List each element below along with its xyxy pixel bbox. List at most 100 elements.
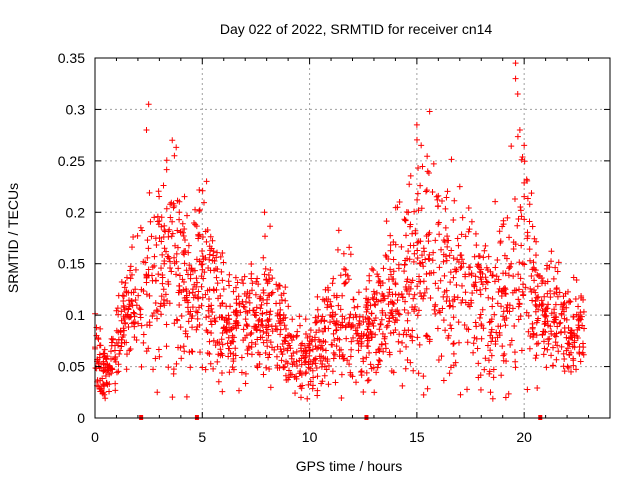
data-point	[152, 235, 159, 242]
data-point	[296, 313, 303, 320]
data-point	[523, 309, 530, 316]
data-point	[411, 291, 418, 298]
data-point	[375, 361, 382, 368]
data-point	[167, 264, 174, 271]
data-point	[532, 252, 539, 259]
data-point	[220, 259, 227, 266]
data-point	[368, 365, 375, 372]
data-point	[498, 293, 505, 300]
data-point	[144, 254, 151, 261]
data-point	[521, 179, 528, 186]
data-point	[420, 373, 427, 380]
data-point	[420, 245, 427, 252]
data-point	[242, 308, 249, 315]
data-point	[137, 306, 144, 313]
data-point	[450, 314, 457, 321]
data-point	[254, 336, 261, 343]
data-point	[482, 355, 489, 362]
data-point	[203, 178, 210, 185]
data-point	[547, 323, 554, 330]
data-point	[213, 286, 220, 293]
data-point	[404, 287, 411, 294]
data-point	[552, 301, 559, 308]
x-tick-label: 0	[91, 429, 99, 445]
data-point	[508, 143, 515, 150]
data-point	[418, 142, 425, 149]
data-point	[422, 188, 429, 195]
data-point	[348, 346, 355, 353]
data-point	[172, 242, 179, 249]
data-point	[230, 350, 237, 357]
data-point	[330, 330, 337, 337]
data-point	[267, 308, 274, 315]
data-point	[186, 262, 193, 269]
data-point	[112, 353, 119, 360]
data-point	[315, 336, 322, 343]
data-point	[503, 315, 510, 322]
data-point	[440, 258, 447, 265]
data-point	[209, 237, 216, 244]
data-point	[488, 326, 495, 333]
data-point	[350, 334, 357, 341]
data-point	[303, 369, 310, 376]
data-point	[447, 302, 454, 309]
data-point	[525, 328, 532, 335]
data-point	[533, 303, 540, 310]
data-point	[282, 325, 289, 332]
data-point	[145, 266, 152, 273]
data-point	[543, 364, 550, 371]
data-point	[300, 348, 307, 355]
data-point	[455, 242, 462, 249]
data-point	[477, 269, 484, 276]
data-point	[249, 280, 256, 287]
data-point	[502, 270, 509, 277]
data-point	[185, 318, 192, 325]
data-point	[219, 352, 226, 359]
data-point	[441, 272, 448, 279]
data-point	[298, 355, 305, 362]
data-point	[264, 280, 271, 287]
data-point	[426, 336, 433, 343]
data-point	[109, 335, 116, 342]
data-point	[115, 342, 122, 349]
data-point	[189, 324, 196, 331]
data-point	[178, 312, 185, 319]
data-point	[480, 254, 487, 261]
data-point	[456, 339, 462, 346]
data-point	[327, 311, 334, 318]
data-point	[108, 342, 115, 349]
data-point	[137, 224, 144, 231]
y-tick-label: 0.35	[58, 50, 85, 66]
data-point	[558, 310, 565, 317]
data-point	[407, 285, 414, 292]
data-point	[157, 303, 164, 310]
data-point	[473, 242, 480, 249]
data-point	[113, 307, 120, 314]
data-point	[409, 327, 416, 334]
data-point	[169, 137, 176, 144]
data-point	[472, 230, 479, 237]
data-point	[506, 302, 513, 309]
data-point	[501, 284, 508, 291]
data-point	[347, 353, 354, 360]
data-point	[143, 291, 150, 298]
data-point	[531, 235, 538, 242]
data-point	[274, 285, 281, 292]
data-point	[423, 332, 430, 339]
data-point	[98, 364, 105, 371]
data-point	[532, 289, 539, 296]
data-point	[154, 389, 161, 396]
data-point	[130, 319, 137, 326]
data-point	[532, 308, 539, 315]
data-point	[558, 328, 565, 335]
data-point	[294, 328, 301, 335]
data-point	[168, 233, 175, 240]
data-point	[516, 127, 523, 133]
data-point	[450, 340, 457, 347]
data-point	[161, 245, 168, 252]
data-point	[538, 280, 545, 287]
data-point	[158, 293, 165, 300]
data-point	[554, 342, 561, 349]
data-point	[395, 291, 402, 298]
data-point	[226, 369, 233, 376]
